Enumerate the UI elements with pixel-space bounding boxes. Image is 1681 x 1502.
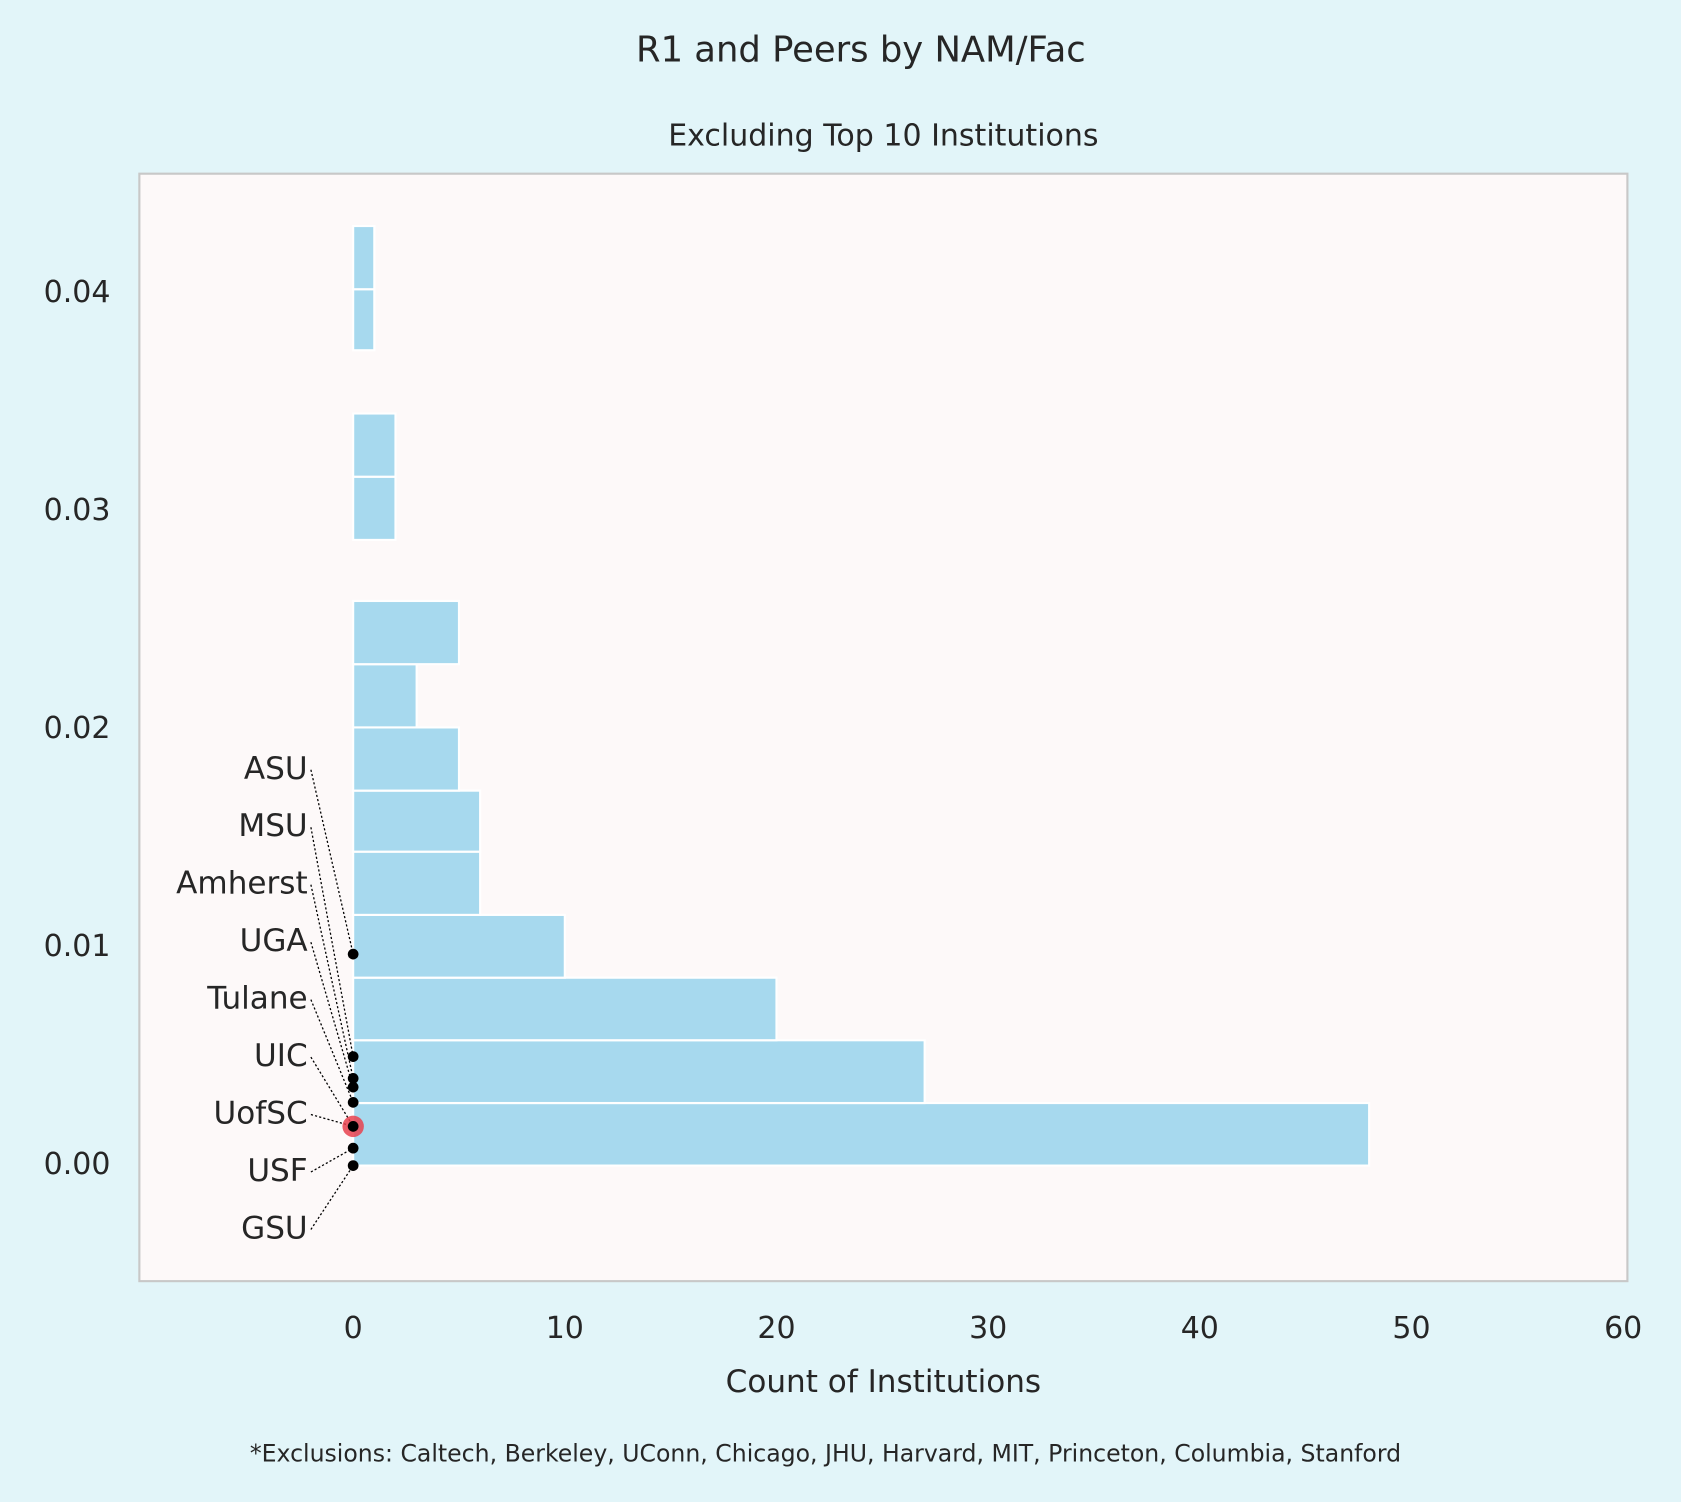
leader-line — [310, 827, 354, 1057]
bar — [352, 913, 566, 979]
bar — [352, 789, 482, 853]
leader-line — [310, 1147, 354, 1173]
x-axis-label: Count of Institutions — [726, 1364, 1042, 1400]
bar — [352, 850, 482, 916]
point — [347, 1081, 359, 1093]
x-tick-label: 10 — [546, 1311, 584, 1346]
leader-line — [310, 941, 354, 1088]
point — [347, 1051, 359, 1062]
point-label: GSU — [241, 1210, 308, 1246]
leader-line — [310, 884, 354, 1079]
point-label: UGA — [240, 923, 308, 959]
x-tick-label: 0 — [344, 1311, 363, 1346]
chart-subtitle: Excluding Top 10 Institutions — [668, 119, 1098, 154]
bar — [352, 1039, 926, 1105]
bar — [352, 224, 376, 291]
point — [347, 1142, 359, 1154]
bar — [352, 288, 376, 352]
leader-line — [310, 769, 354, 955]
leader-line — [310, 1113, 354, 1127]
bar — [352, 726, 461, 792]
bar — [352, 1101, 1371, 1167]
point-label: Tulane — [206, 981, 307, 1017]
bar — [352, 412, 397, 478]
y-tick-label: 0.03 — [44, 493, 111, 528]
x-tick-label: 60 — [1604, 1311, 1642, 1346]
point-label: UofSC — [214, 1096, 308, 1132]
point — [347, 1120, 359, 1132]
point-label: ASU — [244, 751, 308, 787]
y-tick-label: 0.01 — [44, 929, 111, 964]
x-tick-label: 30 — [969, 1311, 1007, 1346]
x-tick-label: 50 — [1392, 1311, 1430, 1346]
bar — [352, 475, 397, 542]
footnote: *Exclusions: Caltech, Berkeley, UConn, C… — [250, 1439, 1401, 1467]
bar — [352, 663, 418, 729]
point-label: UIC — [254, 1038, 308, 1074]
y-tick-label: 0.04 — [44, 275, 111, 310]
y-tick-label: 0.02 — [44, 711, 111, 746]
bar — [352, 599, 461, 666]
x-tick-label: 20 — [757, 1311, 795, 1346]
point-label: USF — [247, 1153, 307, 1189]
point — [347, 1160, 359, 1171]
bar — [352, 976, 778, 1042]
point-label: Amherst — [176, 866, 308, 902]
leader-line — [310, 999, 354, 1103]
chart-title: R1 and Peers by NAM/Fac — [636, 29, 1086, 70]
point — [347, 948, 359, 960]
point — [347, 1073, 359, 1084]
y-tick-label: 0.00 — [44, 1147, 111, 1182]
point — [347, 1097, 359, 1108]
point-label: MSU — [238, 808, 307, 844]
leader-line — [310, 1056, 354, 1127]
x-tick-label: 40 — [1181, 1311, 1219, 1346]
